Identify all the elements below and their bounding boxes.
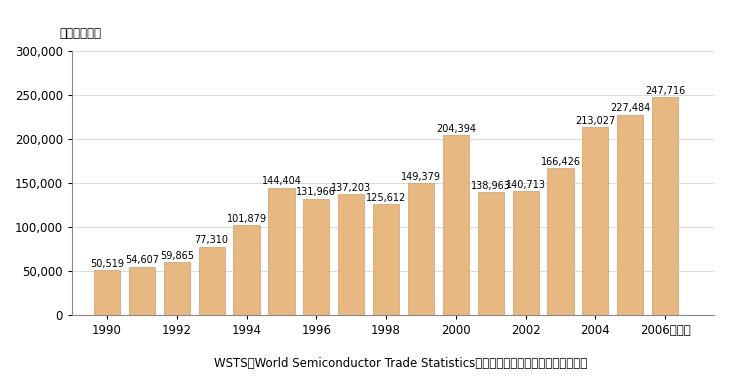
Bar bbox=[373, 204, 399, 314]
Text: 59,865: 59,865 bbox=[160, 251, 194, 260]
Text: 166,426: 166,426 bbox=[540, 157, 580, 167]
Bar bbox=[652, 97, 678, 314]
Text: 101,879: 101,879 bbox=[227, 214, 267, 224]
Bar bbox=[408, 183, 434, 314]
Bar bbox=[617, 115, 644, 314]
Bar bbox=[164, 262, 190, 314]
Text: 213,027: 213,027 bbox=[575, 116, 615, 126]
Text: 140,713: 140,713 bbox=[506, 180, 545, 190]
Bar bbox=[443, 135, 469, 314]
Text: 227,484: 227,484 bbox=[610, 103, 650, 113]
Bar bbox=[303, 198, 330, 314]
Bar bbox=[198, 246, 225, 314]
Bar bbox=[582, 127, 609, 314]
Text: 144,404: 144,404 bbox=[262, 177, 301, 186]
Text: 149,379: 149,379 bbox=[401, 172, 441, 182]
Text: 138,963: 138,963 bbox=[471, 181, 511, 191]
Bar bbox=[233, 225, 260, 314]
Bar bbox=[268, 187, 295, 314]
Text: 131,966: 131,966 bbox=[297, 187, 336, 197]
Text: 54,607: 54,607 bbox=[125, 255, 159, 265]
Text: （百万ドル）: （百万ドル） bbox=[59, 28, 101, 40]
Text: 125,612: 125,612 bbox=[366, 193, 406, 203]
Bar bbox=[129, 266, 155, 314]
Text: 137,203: 137,203 bbox=[331, 183, 371, 193]
Bar bbox=[512, 191, 539, 314]
Text: 247,716: 247,716 bbox=[645, 85, 685, 96]
Text: 204,394: 204,394 bbox=[436, 124, 476, 134]
Text: 77,310: 77,310 bbox=[195, 235, 229, 245]
Text: 50,519: 50,519 bbox=[90, 259, 124, 269]
Bar bbox=[94, 270, 120, 314]
Bar bbox=[338, 194, 364, 314]
Bar bbox=[547, 168, 574, 314]
Text: WSTS（World Semiconductor Trade Statistics：世界半導体市場統計）により作成: WSTS（World Semiconductor Trade Statistic… bbox=[214, 358, 588, 370]
Bar bbox=[477, 192, 504, 314]
